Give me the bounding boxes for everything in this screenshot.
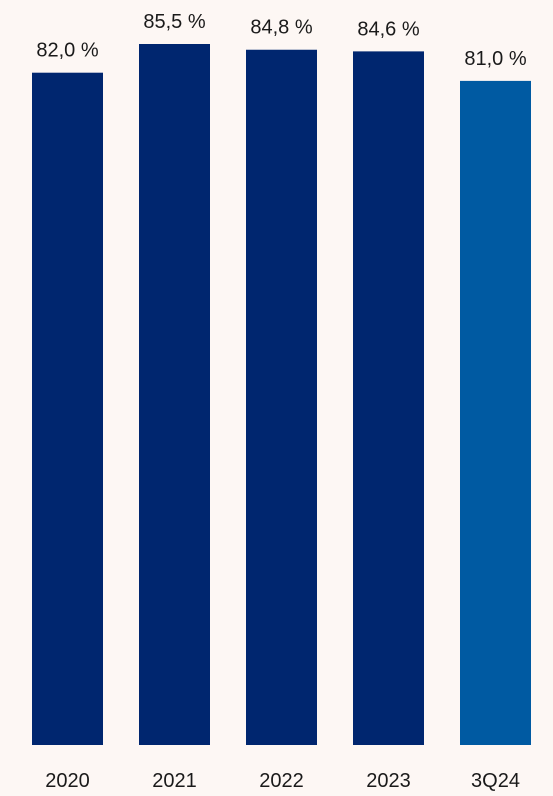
value-label-2022: 84,8 % xyxy=(250,17,312,39)
x-tick-label-2021: 2021 xyxy=(152,770,197,792)
value-label-3q24: 81,0 % xyxy=(464,48,526,70)
x-tick-label-2020: 2020 xyxy=(45,770,90,792)
x-axis-tick-labels: 2020 2021 2022 2023 3Q24 xyxy=(45,770,520,792)
x-tick-label-2023: 2023 xyxy=(366,770,411,792)
bar-2021 xyxy=(139,44,210,745)
x-tick-label-3q24: 3Q24 xyxy=(471,770,520,792)
value-labels-group: 82,0 % 85,5 % 84,8 % 84,6 % 81,0 % xyxy=(36,11,526,70)
value-label-2021: 85,5 % xyxy=(143,11,205,33)
bar-2022 xyxy=(246,49,317,745)
bar-2020 xyxy=(32,72,103,745)
value-label-2023: 84,6 % xyxy=(357,18,419,40)
x-tick-label-2022: 2022 xyxy=(259,770,304,792)
bar-2023 xyxy=(353,51,424,745)
bar-3q24 xyxy=(460,80,531,746)
bars-group xyxy=(32,44,531,746)
value-label-2020: 82,0 % xyxy=(36,40,98,62)
